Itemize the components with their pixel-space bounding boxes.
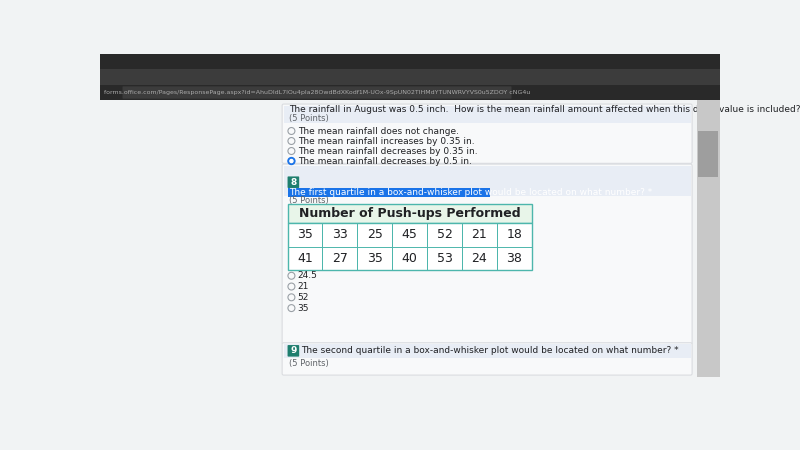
Text: 53: 53 <box>437 252 453 265</box>
Text: The second quartile in a box-and-whisker plot would be located on what number? *: The second quartile in a box-and-whisker… <box>302 346 679 356</box>
FancyBboxPatch shape <box>287 345 299 356</box>
Text: 27: 27 <box>332 252 348 265</box>
Text: The rainfall in August was 0.5 inch.  How is the mean rainfall amount affected w: The rainfall in August was 0.5 inch. How… <box>289 105 800 114</box>
Text: 40: 40 <box>402 252 418 265</box>
Text: 35: 35 <box>366 252 382 265</box>
Text: 33: 33 <box>332 229 348 242</box>
Text: 52: 52 <box>298 293 309 302</box>
Bar <box>100 69 720 85</box>
FancyBboxPatch shape <box>282 104 692 163</box>
Bar <box>284 344 690 358</box>
Text: (5 Points): (5 Points) <box>289 359 329 368</box>
Text: (5 Points): (5 Points) <box>289 114 329 123</box>
FancyBboxPatch shape <box>282 164 692 344</box>
Bar <box>100 85 720 100</box>
FancyBboxPatch shape <box>288 189 490 197</box>
Bar <box>698 131 718 177</box>
Text: The mean rainfall increases by 0.35 in.: The mean rainfall increases by 0.35 in. <box>298 136 474 145</box>
Text: Number of Push-ups Performed: Number of Push-ups Performed <box>299 207 521 220</box>
Text: (5 Points): (5 Points) <box>289 196 329 205</box>
Text: 21: 21 <box>298 282 309 291</box>
Text: The first quartile in a box-and-whisker plot would be located on what number? *: The first quartile in a box-and-whisker … <box>289 188 652 197</box>
Text: The mean rainfall does not change.: The mean rainfall does not change. <box>298 126 458 135</box>
Text: 25: 25 <box>366 229 382 242</box>
Bar <box>287 223 532 270</box>
Text: The mean rainfall decreases by 0.5 in.: The mean rainfall decreases by 0.5 in. <box>298 157 471 166</box>
Text: 45: 45 <box>402 229 418 242</box>
Bar <box>284 106 690 123</box>
Bar <box>100 54 720 69</box>
FancyBboxPatch shape <box>287 176 299 188</box>
FancyBboxPatch shape <box>122 86 511 99</box>
Circle shape <box>288 158 295 165</box>
Bar <box>100 100 278 378</box>
Text: forms.office.com/Pages/ResponsePage.aspx?id=AhuDldL7lOu4pla28OwdBdXKodf1M-UOx-9S: forms.office.com/Pages/ResponsePage.aspx… <box>104 90 530 95</box>
Bar <box>284 166 690 197</box>
Text: 9: 9 <box>290 346 297 356</box>
Text: 24: 24 <box>471 252 487 265</box>
Text: 24.5: 24.5 <box>298 271 318 280</box>
Text: 52: 52 <box>437 229 453 242</box>
Text: 35: 35 <box>297 229 313 242</box>
Text: 18: 18 <box>506 229 522 242</box>
Bar <box>697 85 720 378</box>
Text: 35: 35 <box>298 304 309 313</box>
Text: 38: 38 <box>506 252 522 265</box>
Text: 8: 8 <box>290 178 297 187</box>
Text: The mean rainfall decreases by 0.35 in.: The mean rainfall decreases by 0.35 in. <box>298 147 478 156</box>
Circle shape <box>290 159 293 162</box>
Bar <box>278 100 697 378</box>
Text: 21: 21 <box>471 229 487 242</box>
Bar <box>287 204 532 223</box>
FancyBboxPatch shape <box>282 343 692 375</box>
Text: 41: 41 <box>297 252 313 265</box>
